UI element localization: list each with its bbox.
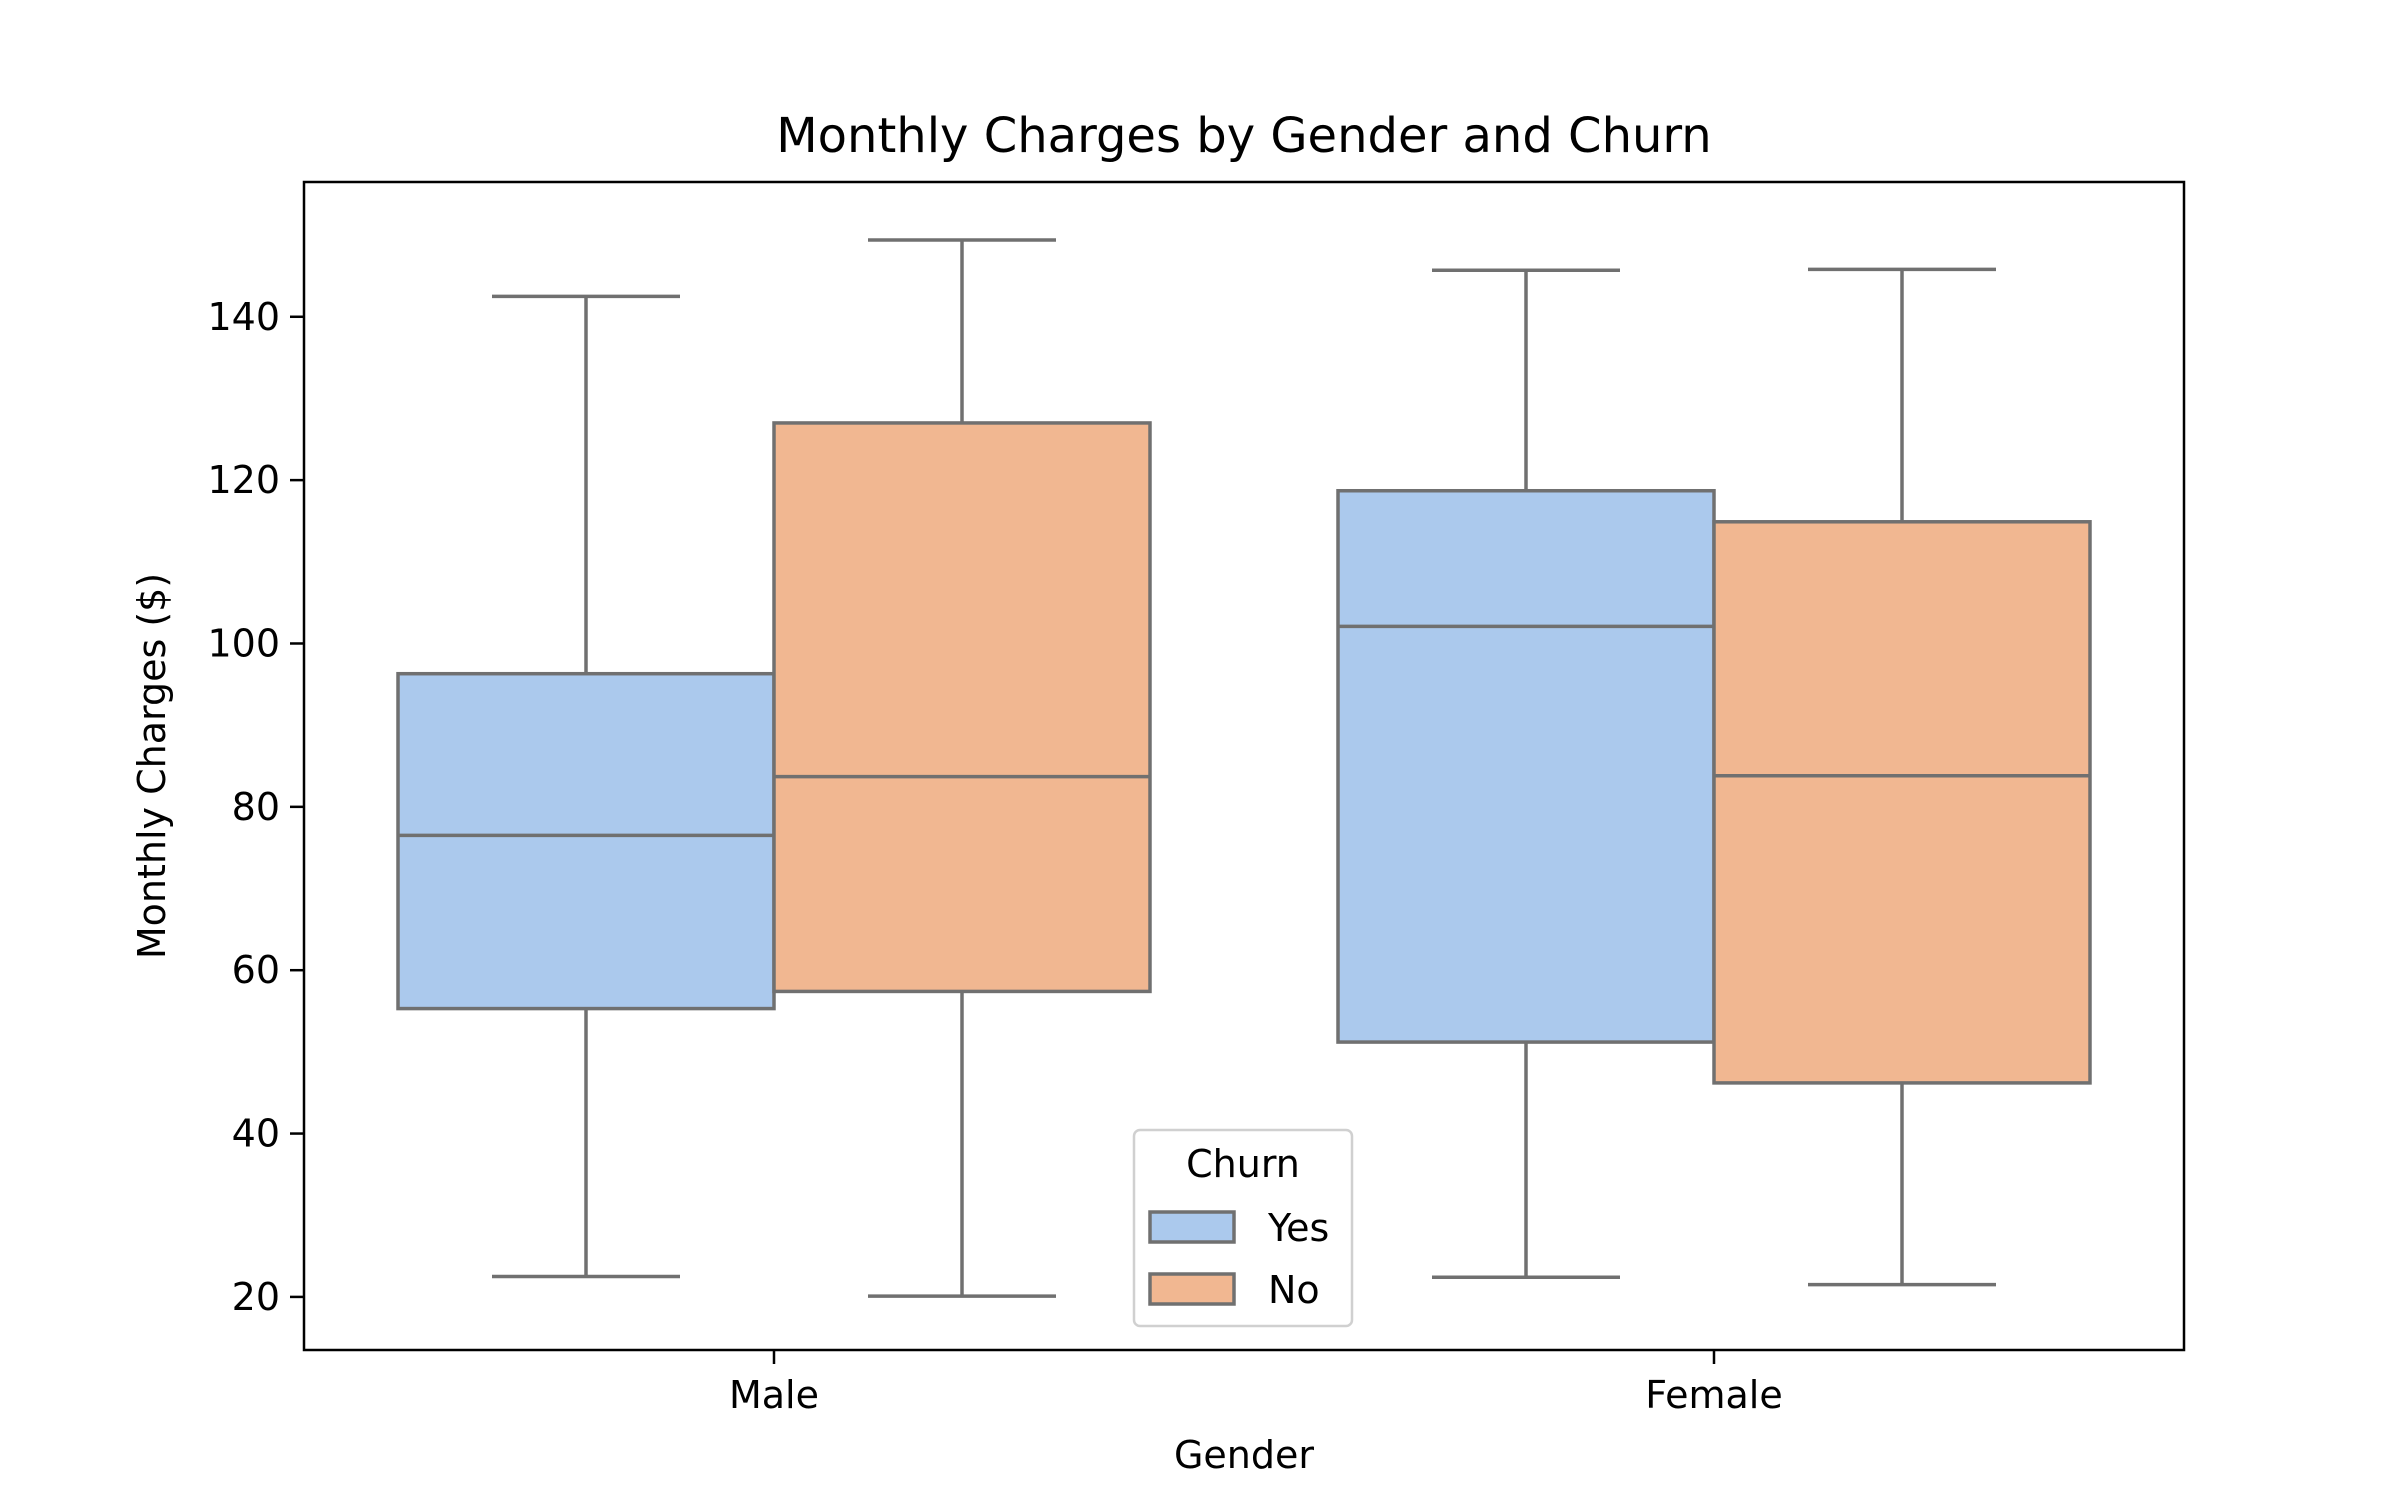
box-yes-female bbox=[1336, 268, 1716, 1280]
y-axis-label: Monthly Charges ($) bbox=[130, 573, 174, 959]
y-tick-label: 100 bbox=[207, 621, 280, 665]
y-axis: 20 40 60 80 100 120 140 bbox=[207, 295, 304, 1319]
plot-frame bbox=[302, 180, 2186, 1352]
legend-swatch-yes bbox=[1148, 1210, 1236, 1244]
box-body bbox=[772, 421, 1152, 994]
y-tick-label: 80 bbox=[232, 785, 280, 829]
plot-content bbox=[396, 238, 2092, 1298]
box-body bbox=[1712, 520, 2092, 1085]
box-body bbox=[1336, 488, 1716, 1044]
legend-title: Churn bbox=[1186, 1142, 1300, 1186]
y-tick-label: 60 bbox=[232, 948, 280, 992]
box-yes-male bbox=[396, 294, 776, 1279]
box-no-female bbox=[1712, 267, 2092, 1287]
x-axis: Male Female bbox=[729, 1350, 1783, 1417]
legend: Churn Yes No bbox=[1132, 1128, 1354, 1328]
legend-label-no: No bbox=[1268, 1268, 1320, 1312]
y-tick-label: 40 bbox=[232, 1112, 280, 1156]
x-tick-label-male: Male bbox=[729, 1373, 819, 1417]
x-axis-label: Gender bbox=[1174, 1433, 1314, 1477]
box-body bbox=[396, 671, 776, 1011]
chart-title: Monthly Charges by Gender and Churn bbox=[776, 108, 1711, 164]
y-tick-label: 120 bbox=[207, 458, 280, 502]
y-tick-label: 140 bbox=[207, 295, 280, 339]
legend-swatch-no bbox=[1148, 1272, 1236, 1306]
box-no-male bbox=[772, 238, 1152, 1298]
legend-label-yes: Yes bbox=[1267, 1206, 1329, 1250]
x-tick-label-female: Female bbox=[1645, 1373, 1782, 1417]
y-tick-label: 20 bbox=[232, 1275, 280, 1319]
